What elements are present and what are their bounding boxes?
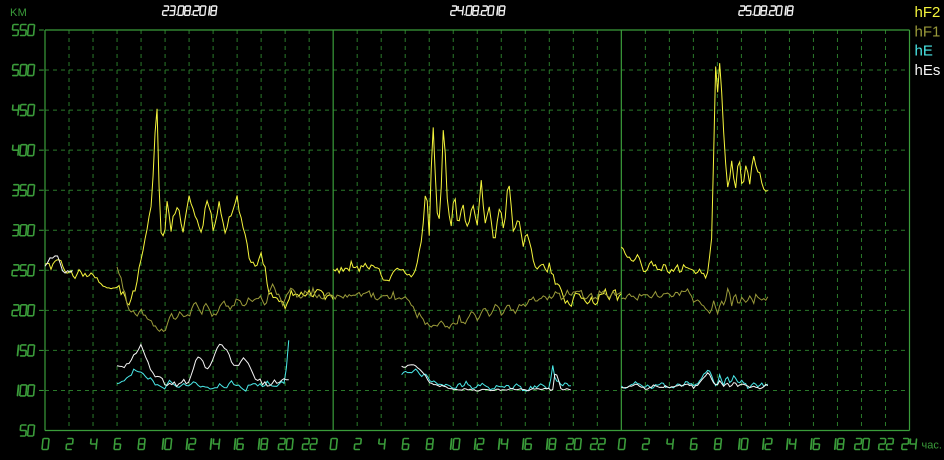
svg-text:hE: hE [915, 43, 933, 60]
svg-text:hF2: hF2 [915, 4, 941, 21]
svg-text:час.: час. [922, 440, 942, 452]
svg-text:KM: KM [10, 7, 27, 19]
svg-text:hF1: hF1 [915, 23, 941, 40]
svg-text:hEs: hEs [915, 62, 941, 79]
